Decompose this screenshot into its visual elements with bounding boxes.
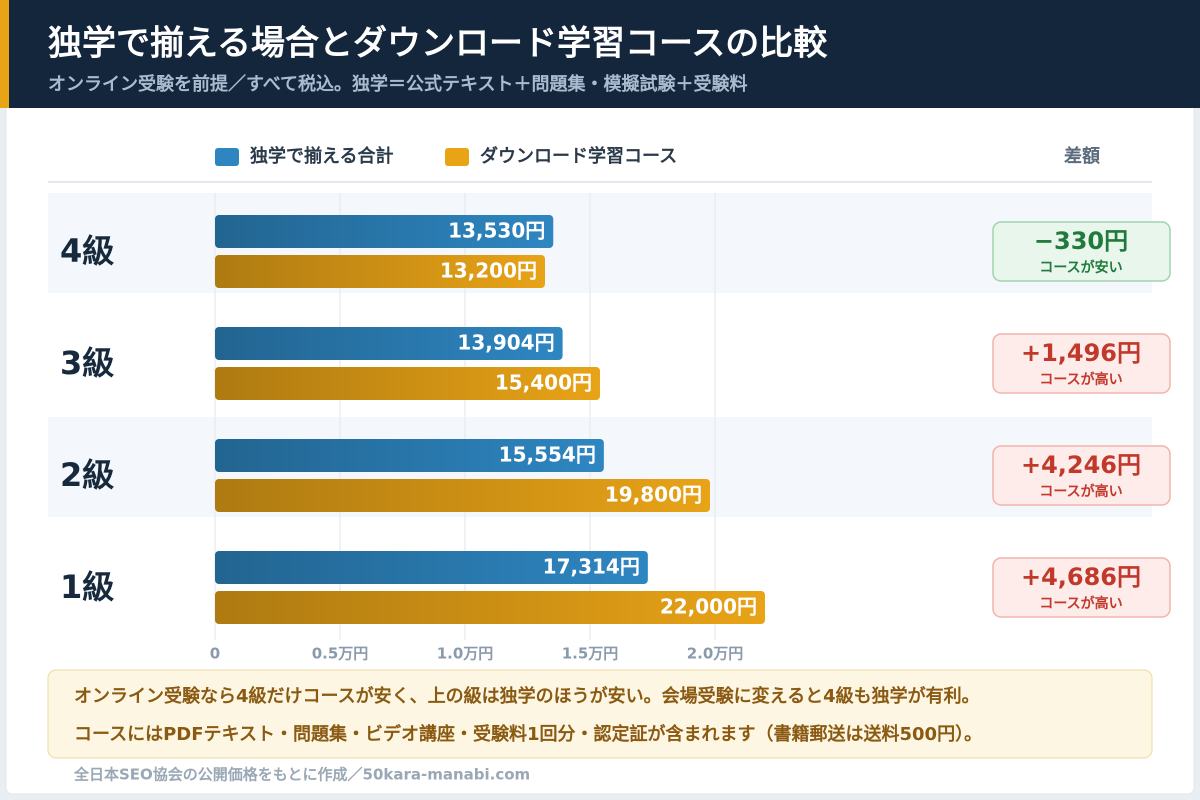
difference-value: −330円 <box>1034 227 1128 255</box>
header <box>0 0 1200 108</box>
difference-note: コースが高い <box>1039 483 1122 500</box>
value-label: 15,400円 <box>495 371 592 395</box>
legend-swatch <box>215 148 239 166</box>
x-tick-label: 1.5万円 <box>562 645 619 663</box>
difference-box <box>992 557 1171 618</box>
x-tick-label: 0 <box>210 645 220 663</box>
difference-box <box>992 333 1171 394</box>
bar-shade <box>215 255 545 288</box>
difference-note: コースが安い <box>1039 259 1122 276</box>
difference-value: +1,496円 <box>1021 339 1141 367</box>
category-label: 1級 <box>60 568 114 606</box>
bar-shade <box>215 439 604 472</box>
bar-shade <box>215 551 648 584</box>
bar-shade <box>215 327 563 360</box>
value-label: 22,000円 <box>660 595 757 619</box>
difference-box <box>992 445 1171 506</box>
legend-label: 独学で揃える合計 <box>250 145 393 167</box>
x-tick-label: 0.5万円 <box>312 645 369 663</box>
difference-box <box>992 221 1171 282</box>
chart-subtitle: オンライン受験を前提／すべて税込。独学＝公式テキスト＋問題集・模擬試験＋受験料 <box>48 73 747 95</box>
value-label: 15,554円 <box>499 443 596 467</box>
value-label: 13,904円 <box>457 331 554 355</box>
bar-shade <box>215 479 710 512</box>
value-label: 13,530円 <box>448 219 545 243</box>
legend-label: ダウンロード学習コース <box>480 145 677 167</box>
category-label: 4級 <box>60 232 114 270</box>
bar-shade <box>215 591 765 624</box>
bar-shade <box>215 215 554 248</box>
category-label: 2級 <box>60 456 114 494</box>
value-label: 17,314円 <box>543 555 640 579</box>
bar-shade <box>215 367 600 400</box>
difference-value: +4,686円 <box>1021 563 1141 591</box>
difference-value: +4,246円 <box>1021 451 1141 479</box>
value-label: 19,800円 <box>605 483 702 507</box>
difference-header: 差額 <box>1064 145 1100 167</box>
row-band <box>48 193 1152 293</box>
category-label: 3級 <box>60 344 114 382</box>
source: 全日本SEO協会の公開価格をもとに作成／50kara-manabi.com <box>73 766 530 784</box>
note: コースにはPDFテキスト・問題集・ビデオ講座・受験料1回分・認定証が含まれます（… <box>74 723 982 745</box>
difference-note: コースが高い <box>1039 595 1122 612</box>
note-box <box>47 669 1153 759</box>
x-tick-label: 2.0万円 <box>687 645 744 663</box>
note: オンライン受験なら4級だけコースが安く、上の級は独学のほうが安い。会場受験に変え… <box>74 685 980 707</box>
difference-note: コースが高い <box>1039 371 1122 388</box>
header-accent <box>0 0 9 108</box>
value-label: 13,200円 <box>440 259 537 283</box>
chart-title: 独学で揃える場合とダウンロード学習コースの比較 <box>48 24 828 64</box>
legend-swatch <box>445 148 469 166</box>
x-tick-label: 1.0万円 <box>437 645 494 663</box>
